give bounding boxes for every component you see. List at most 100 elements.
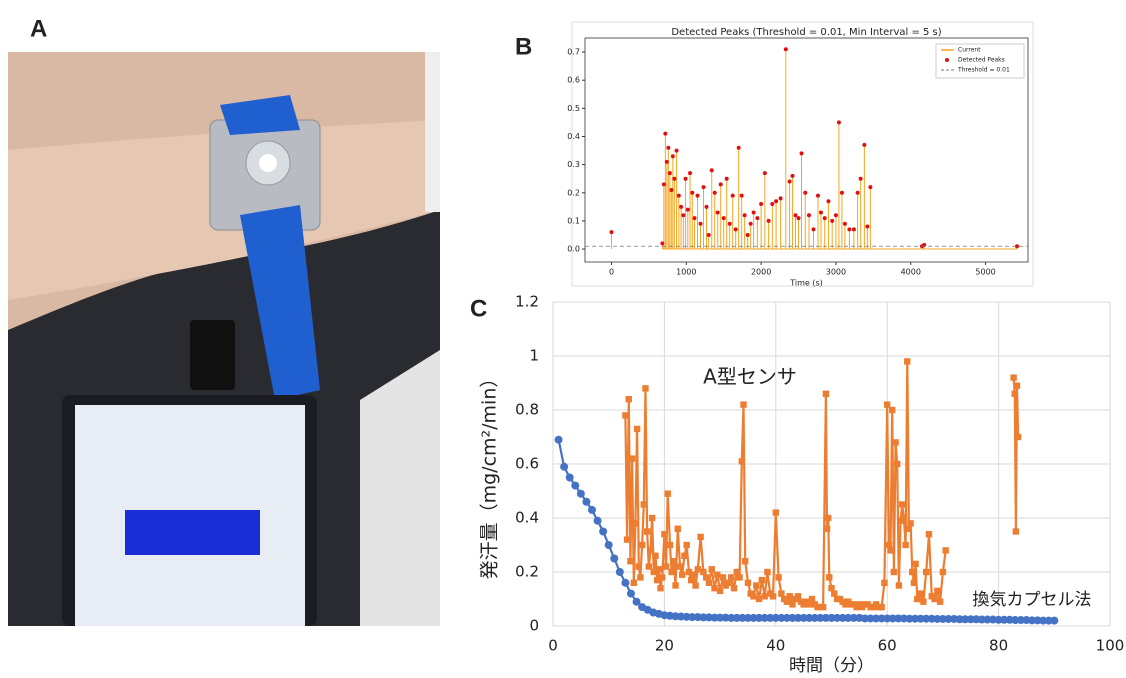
point xyxy=(571,481,580,490)
point xyxy=(761,593,768,600)
point xyxy=(916,614,925,623)
point xyxy=(705,579,713,586)
peak-marker xyxy=(672,176,677,181)
point xyxy=(727,613,736,622)
point xyxy=(627,558,634,565)
legend-label: Current xyxy=(958,47,981,54)
peak-marker xyxy=(826,199,831,204)
point xyxy=(625,396,632,403)
point xyxy=(635,563,642,570)
peak-marker xyxy=(770,202,775,207)
point xyxy=(805,613,814,622)
peak-marker xyxy=(807,213,812,218)
peak-marker xyxy=(730,193,735,198)
point xyxy=(961,615,970,624)
point xyxy=(610,554,619,563)
point xyxy=(604,541,613,549)
point xyxy=(892,439,899,446)
y-tick-label: 0.4 xyxy=(567,132,580,141)
series-line xyxy=(624,361,1020,609)
point xyxy=(764,568,771,576)
point xyxy=(897,517,904,524)
point xyxy=(626,589,635,598)
peak-marker xyxy=(663,131,668,136)
point xyxy=(730,585,738,592)
point xyxy=(554,435,563,444)
point xyxy=(905,614,914,623)
peak-marker xyxy=(669,187,674,192)
point xyxy=(623,536,631,543)
point xyxy=(895,582,903,589)
peak-marker xyxy=(609,230,614,235)
y-tick-label: 0 xyxy=(529,617,539,635)
point xyxy=(885,541,893,549)
peak-marker xyxy=(661,182,666,187)
y-tick-label: 0.7 xyxy=(567,48,580,57)
point xyxy=(777,613,786,622)
point xyxy=(917,590,924,597)
x-tick-label: 100 xyxy=(1096,637,1125,655)
point xyxy=(884,401,891,408)
point xyxy=(645,563,653,570)
peak-marker xyxy=(811,227,816,232)
point xyxy=(933,614,942,623)
point xyxy=(915,595,923,603)
panel-label: C xyxy=(470,295,487,322)
peak-marker xyxy=(815,193,820,198)
point xyxy=(883,614,892,623)
point xyxy=(794,593,802,600)
point xyxy=(772,509,779,516)
peak-marker xyxy=(715,210,720,215)
peak-marker xyxy=(793,213,798,218)
peak-marker xyxy=(695,193,700,198)
peak-marker xyxy=(664,159,669,164)
point xyxy=(833,613,842,622)
point xyxy=(593,516,602,525)
peak-marker xyxy=(688,171,693,176)
panel-label: A xyxy=(30,15,47,42)
annotation: 換気カプセル法 xyxy=(973,590,1092,610)
peak-marker xyxy=(724,176,729,181)
point xyxy=(632,597,641,606)
peak-marker xyxy=(822,216,827,221)
point xyxy=(899,501,906,508)
point xyxy=(823,525,831,532)
peak-marker xyxy=(742,213,747,218)
point xyxy=(688,613,697,622)
point xyxy=(1011,616,1020,625)
point xyxy=(755,595,763,603)
point xyxy=(755,613,764,622)
point xyxy=(821,613,830,622)
peak-marker xyxy=(803,190,808,195)
x-axis-label: Time (s) xyxy=(789,279,823,288)
point xyxy=(743,613,752,622)
point xyxy=(710,613,719,622)
point xyxy=(647,547,654,554)
point xyxy=(1050,616,1059,625)
peak-marker xyxy=(745,232,750,237)
point xyxy=(771,613,780,622)
point xyxy=(1014,433,1022,441)
peak-marker xyxy=(733,227,738,232)
y-tick-label: 1 xyxy=(529,347,539,365)
point xyxy=(587,505,596,514)
point xyxy=(728,574,735,581)
point xyxy=(672,582,679,589)
peak-marker xyxy=(692,216,697,221)
point xyxy=(907,520,914,527)
point xyxy=(621,578,630,587)
peak-marker xyxy=(683,176,688,181)
peak-marker xyxy=(855,190,860,195)
point xyxy=(931,595,938,603)
point xyxy=(662,563,670,570)
peak-marker xyxy=(847,227,852,232)
point xyxy=(955,615,964,624)
point xyxy=(877,614,886,623)
peak-marker xyxy=(709,168,714,173)
peak-marker xyxy=(670,154,675,159)
point xyxy=(1013,382,1021,389)
point xyxy=(750,593,757,600)
point xyxy=(936,598,944,605)
